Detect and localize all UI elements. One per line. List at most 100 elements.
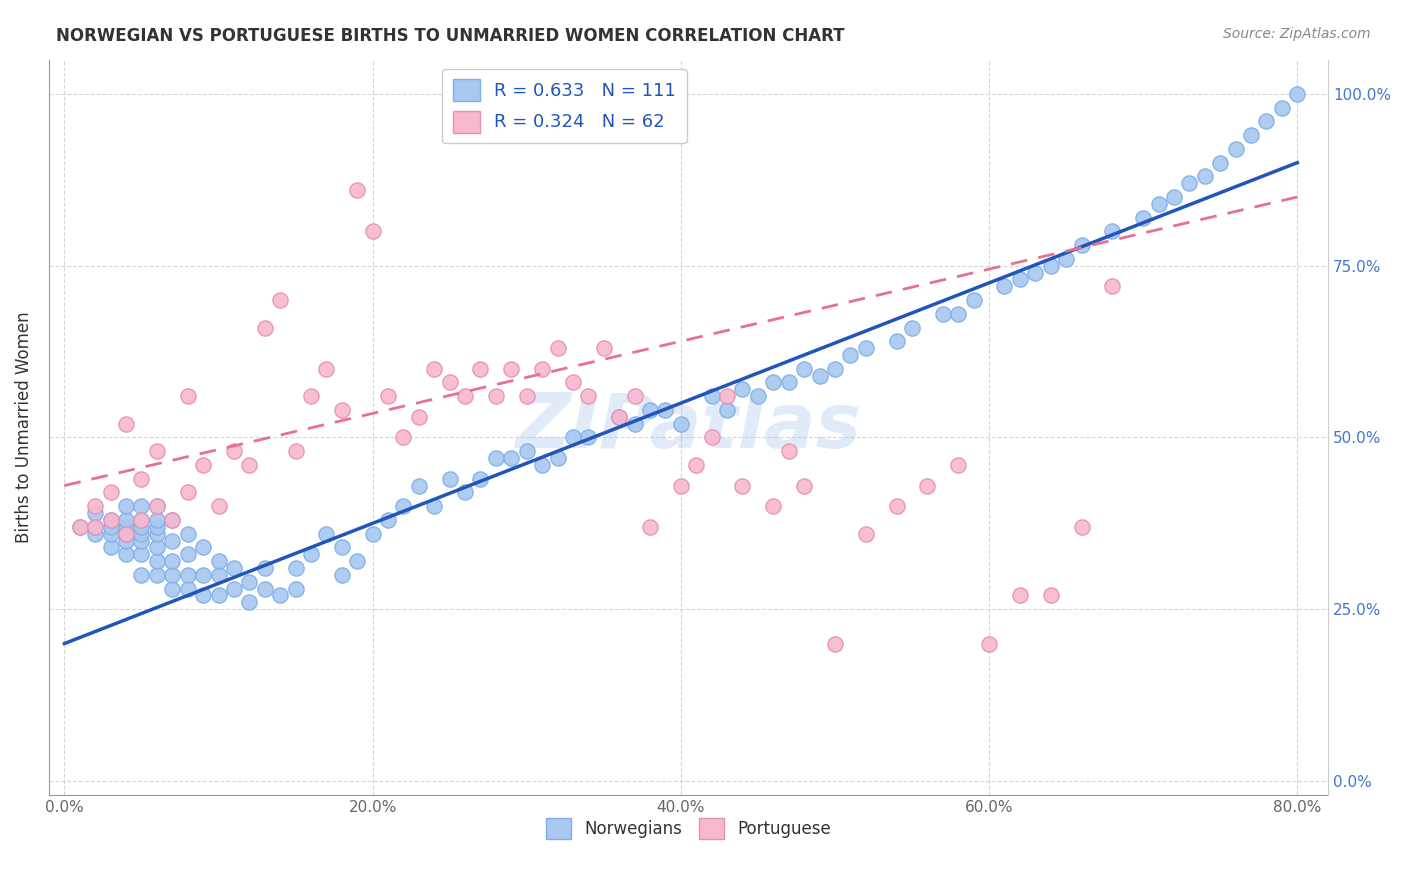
Point — [1225, 142, 1247, 156]
Point — [146, 444, 169, 458]
Point — [1024, 266, 1046, 280]
Point — [1101, 279, 1123, 293]
Point — [963, 293, 986, 307]
Point — [146, 513, 169, 527]
Point — [439, 472, 461, 486]
Point — [131, 472, 153, 486]
Point — [977, 636, 1000, 650]
Point — [162, 567, 184, 582]
Point — [191, 567, 214, 582]
Point — [191, 589, 214, 603]
Point — [1271, 101, 1294, 115]
Point — [700, 430, 723, 444]
Point — [1070, 520, 1092, 534]
Point — [1054, 252, 1077, 266]
Point — [731, 383, 754, 397]
Point — [131, 533, 153, 548]
Point — [485, 389, 508, 403]
Point — [176, 389, 198, 403]
Point — [377, 513, 399, 527]
Point — [1101, 224, 1123, 238]
Point — [284, 582, 307, 596]
Point — [576, 430, 599, 444]
Point — [146, 499, 169, 513]
Point — [1070, 238, 1092, 252]
Point — [330, 541, 353, 555]
Point — [1147, 197, 1170, 211]
Point — [1256, 114, 1278, 128]
Point — [115, 526, 138, 541]
Point — [131, 499, 153, 513]
Point — [439, 376, 461, 390]
Point — [222, 444, 245, 458]
Point — [808, 368, 831, 383]
Point — [191, 458, 214, 472]
Point — [361, 224, 384, 238]
Point — [162, 582, 184, 596]
Point — [423, 499, 446, 513]
Point — [501, 451, 523, 466]
Point — [1178, 176, 1201, 190]
Point — [238, 595, 260, 609]
Point — [238, 458, 260, 472]
Point — [284, 444, 307, 458]
Point — [207, 499, 229, 513]
Point — [131, 547, 153, 561]
Point — [115, 513, 138, 527]
Point — [1132, 211, 1154, 225]
Point — [176, 526, 198, 541]
Point — [346, 183, 368, 197]
Point — [408, 478, 430, 492]
Point — [146, 526, 169, 541]
Text: NORWEGIAN VS PORTUGUESE BIRTHS TO UNMARRIED WOMEN CORRELATION CHART: NORWEGIAN VS PORTUGUESE BIRTHS TO UNMARR… — [56, 27, 845, 45]
Legend: Norwegians, Portuguese: Norwegians, Portuguese — [540, 812, 838, 846]
Point — [377, 389, 399, 403]
Point — [623, 417, 645, 431]
Point — [176, 582, 198, 596]
Point — [747, 389, 769, 403]
Point — [100, 526, 122, 541]
Point — [284, 561, 307, 575]
Point — [855, 526, 877, 541]
Point — [253, 320, 276, 334]
Point — [516, 389, 538, 403]
Point — [1209, 155, 1232, 169]
Point — [824, 361, 846, 376]
Point — [131, 513, 153, 527]
Point — [917, 478, 939, 492]
Point — [392, 499, 415, 513]
Point — [654, 403, 676, 417]
Point — [470, 361, 492, 376]
Point — [330, 567, 353, 582]
Point — [330, 403, 353, 417]
Point — [1008, 589, 1031, 603]
Point — [1039, 589, 1062, 603]
Point — [162, 533, 184, 548]
Point — [669, 417, 692, 431]
Point — [793, 361, 815, 376]
Point — [115, 547, 138, 561]
Point — [162, 513, 184, 527]
Point — [299, 389, 322, 403]
Point — [778, 444, 800, 458]
Point — [547, 451, 569, 466]
Point — [408, 409, 430, 424]
Point — [299, 547, 322, 561]
Point — [762, 499, 785, 513]
Point — [901, 320, 924, 334]
Point — [207, 567, 229, 582]
Point — [253, 582, 276, 596]
Point — [685, 458, 707, 472]
Point — [607, 409, 630, 424]
Point — [253, 561, 276, 575]
Point — [207, 554, 229, 568]
Point — [115, 520, 138, 534]
Point — [361, 526, 384, 541]
Text: Source: ZipAtlas.com: Source: ZipAtlas.com — [1223, 27, 1371, 41]
Point — [1286, 87, 1309, 101]
Point — [1240, 128, 1263, 143]
Point — [315, 526, 337, 541]
Point — [146, 520, 169, 534]
Point — [1008, 272, 1031, 286]
Point — [762, 376, 785, 390]
